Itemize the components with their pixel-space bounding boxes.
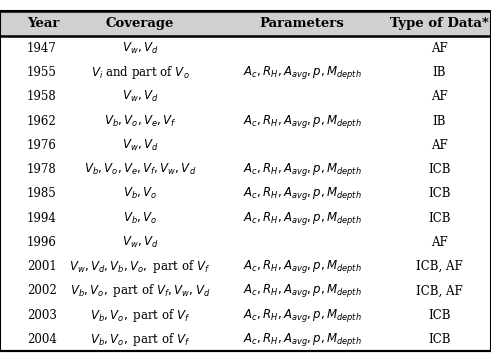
- Text: $A_c, R_H, A_{avg}, p, M_{depth}$: $A_c, R_H, A_{avg}, p, M_{depth}$: [243, 331, 361, 348]
- Text: 1994: 1994: [27, 212, 57, 225]
- Text: IB: IB: [433, 66, 446, 79]
- Text: $V_w, V_d$: $V_w, V_d$: [122, 138, 158, 153]
- Text: 2001: 2001: [27, 260, 57, 273]
- Text: Parameters: Parameters: [260, 17, 344, 30]
- Text: 1958: 1958: [27, 90, 57, 103]
- Text: Year: Year: [27, 17, 59, 30]
- Text: $A_c, R_H, A_{avg}, p, M_{depth}$: $A_c, R_H, A_{avg}, p, M_{depth}$: [243, 307, 361, 323]
- Text: ICB: ICB: [428, 187, 451, 200]
- Text: $A_c, R_H, A_{avg}, p, M_{depth}$: $A_c, R_H, A_{avg}, p, M_{depth}$: [243, 282, 361, 299]
- Text: $V_b, V_o,$ part of $V_f$: $V_b, V_o,$ part of $V_f$: [90, 307, 190, 323]
- Text: $A_c, R_H, A_{avg}, p, M_{depth}$: $A_c, R_H, A_{avg}, p, M_{depth}$: [243, 113, 361, 130]
- Text: 1955: 1955: [27, 66, 57, 79]
- Text: Coverage: Coverage: [106, 17, 174, 30]
- Text: 1978: 1978: [27, 163, 57, 176]
- Text: AF: AF: [431, 42, 448, 55]
- Text: $A_c, R_H, A_{avg}, p, M_{depth}$: $A_c, R_H, A_{avg}, p, M_{depth}$: [243, 185, 361, 202]
- Text: $V_w, V_d$: $V_w, V_d$: [122, 235, 158, 250]
- Text: $A_c, R_H, A_{avg}, p, M_{depth}$: $A_c, R_H, A_{avg}, p, M_{depth}$: [243, 64, 361, 81]
- Text: $V_w, V_d$: $V_w, V_d$: [122, 89, 158, 104]
- Text: 1985: 1985: [27, 187, 57, 200]
- Text: $V_b, V_o$: $V_b, V_o$: [123, 186, 157, 201]
- Text: $V_b, V_o$: $V_b, V_o$: [123, 211, 157, 226]
- Text: ICB: ICB: [428, 212, 451, 225]
- Text: $A_c, R_H, A_{avg}, p, M_{depth}$: $A_c, R_H, A_{avg}, p, M_{depth}$: [243, 209, 361, 226]
- Text: 1947: 1947: [27, 42, 57, 55]
- Text: 1962: 1962: [27, 115, 57, 127]
- Text: 1996: 1996: [27, 236, 57, 249]
- Text: 1976: 1976: [27, 139, 57, 152]
- Text: $V_w, V_d, V_b, V_o,$ part of $V_f$: $V_w, V_d, V_b, V_o,$ part of $V_f$: [69, 258, 211, 275]
- Text: ICB, AF: ICB, AF: [416, 284, 463, 297]
- Text: $V_b, V_o,$ part of $V_f, V_w, V_d$: $V_b, V_o,$ part of $V_f, V_w, V_d$: [70, 282, 210, 299]
- Text: $V_b, V_o, V_e, V_f, V_w, V_d$: $V_b, V_o, V_e, V_f, V_w, V_d$: [84, 162, 196, 177]
- Text: $V_w, V_d$: $V_w, V_d$: [122, 41, 158, 56]
- Text: AF: AF: [431, 90, 448, 103]
- Text: $A_c, R_H, A_{avg}, p, M_{depth}$: $A_c, R_H, A_{avg}, p, M_{depth}$: [243, 258, 361, 275]
- Text: $V_b, V_o,$ part of $V_f$: $V_b, V_o,$ part of $V_f$: [90, 331, 190, 348]
- Text: Type of Data*: Type of Data*: [390, 17, 489, 30]
- Text: ICB: ICB: [428, 163, 451, 176]
- Bar: [0, 11, 491, 36]
- Text: AF: AF: [431, 236, 448, 249]
- Text: $V_b, V_o, V_e, V_f$: $V_b, V_o, V_e, V_f$: [104, 114, 176, 129]
- Text: 2002: 2002: [27, 284, 57, 297]
- Text: IB: IB: [433, 115, 446, 127]
- Text: ICB: ICB: [428, 308, 451, 322]
- Text: 2004: 2004: [27, 333, 57, 346]
- Text: $V_i$ and part of $V_o$: $V_i$ and part of $V_o$: [90, 64, 190, 81]
- Text: $A_c, R_H, A_{avg}, p, M_{depth}$: $A_c, R_H, A_{avg}, p, M_{depth}$: [243, 161, 361, 178]
- Text: ICB: ICB: [428, 333, 451, 346]
- Text: 2003: 2003: [27, 308, 57, 322]
- Text: ICB, AF: ICB, AF: [416, 260, 463, 273]
- Text: AF: AF: [431, 139, 448, 152]
